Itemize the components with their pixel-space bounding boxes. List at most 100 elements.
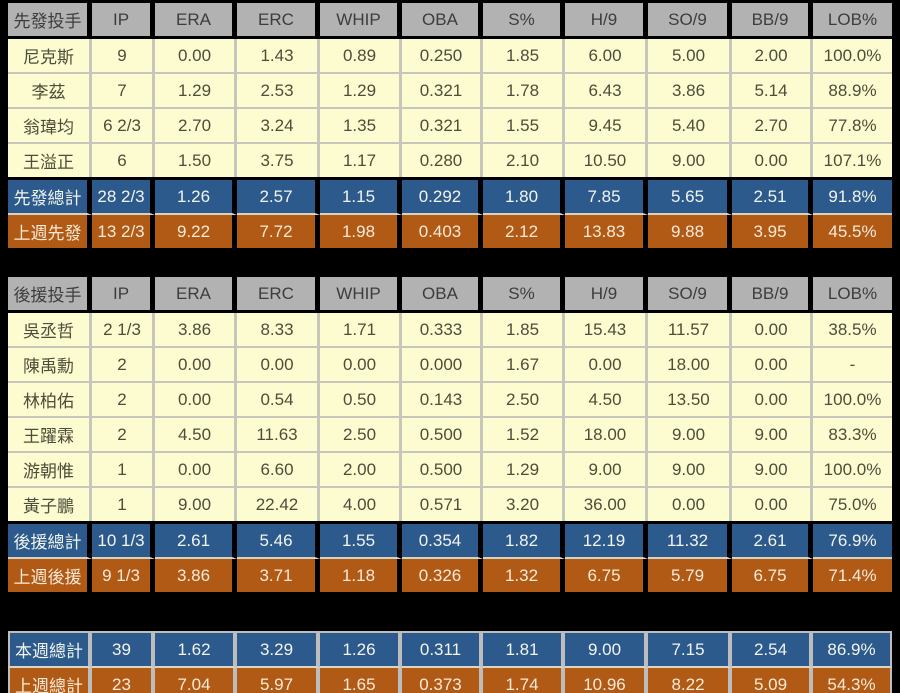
stat-value-cell: 11.63 bbox=[237, 416, 320, 451]
stat-value-cell: 1.85 bbox=[483, 313, 565, 346]
stat-value-cell: 75.0% bbox=[813, 486, 892, 521]
stat-value-cell: 1 bbox=[92, 451, 155, 486]
stat-value-cell: 1.32 bbox=[483, 559, 565, 592]
stat-value-cell: 9.00 bbox=[565, 631, 648, 668]
stat-value-cell: 5.79 bbox=[648, 559, 732, 592]
stat-value-cell: 2.00 bbox=[732, 39, 813, 72]
stat-value-cell: 5.14 bbox=[732, 72, 813, 107]
stat-value-cell: 1.80 bbox=[483, 177, 565, 215]
pitcher-row: 王溢正 6 1.50 3.75 1.17 0.280 2.10 10.50 9.00 0.00 10… bbox=[8, 142, 892, 177]
stat-value-cell: 1.18 bbox=[320, 559, 402, 592]
stat-value-cell: 2.10 bbox=[483, 142, 565, 177]
stat-value-cell: 1.35 bbox=[320, 107, 402, 142]
stat-value-cell: 10.96 bbox=[565, 668, 648, 693]
stat-value-cell: 6.43 bbox=[565, 72, 648, 107]
pitcher-row: 王躍霖 2 4.50 11.63 2.50 0.500 1.52 18.00 9.00 9.00 8… bbox=[8, 416, 892, 451]
starting-pitchers-table: 先發投手 IP ERA ERC WHIP OBA S% H/9 SO/9 BB/9 LOB% 尼克斯 9… bbox=[8, 3, 892, 248]
stat-value-cell: 9.00 bbox=[648, 416, 732, 451]
stat-value-cell: 6.75 bbox=[565, 559, 648, 592]
stat-value-cell: 9.00 bbox=[732, 451, 813, 486]
stat-value-cell: 76.9% bbox=[813, 521, 892, 559]
stat-value-cell: 0.250 bbox=[402, 39, 483, 72]
stat-value-cell: 15.43 bbox=[565, 313, 648, 346]
stat-value-cell: 2.70 bbox=[155, 107, 237, 142]
stat-value-cell: 7.72 bbox=[237, 215, 320, 248]
row-label-cell: 黃子鵬 bbox=[8, 486, 92, 521]
stat-value-cell: 1.29 bbox=[483, 451, 565, 486]
stat-value-cell: 11.32 bbox=[648, 521, 732, 559]
row-label-cell: 上週後援 bbox=[8, 559, 92, 592]
stat-value-cell: 54.3% bbox=[813, 668, 892, 693]
weekly-totals-table: 本週總計 39 1.62 3.29 1.26 0.311 1.81 9.00 7.15 2.54 8… bbox=[8, 631, 892, 693]
stat-value-cell: 7.15 bbox=[648, 631, 732, 668]
stat-value-cell: 0.00 bbox=[155, 451, 237, 486]
stat-value-cell: 0.00 bbox=[155, 346, 237, 381]
stat-value-cell: 1 bbox=[92, 486, 155, 521]
stat-value-cell: 9 bbox=[92, 39, 155, 72]
stat-value-cell: 0.00 bbox=[155, 39, 237, 72]
column-header-cell: SO/9 bbox=[648, 3, 732, 39]
stat-value-cell: 0.50 bbox=[320, 381, 402, 416]
stat-value-cell: 3.20 bbox=[483, 486, 565, 521]
stat-value-cell: 38.5% bbox=[813, 313, 892, 346]
stat-value-cell: 2.50 bbox=[320, 416, 402, 451]
stat-value-cell: 0.00 bbox=[565, 346, 648, 381]
stat-value-cell: 0.00 bbox=[732, 142, 813, 177]
stat-value-cell: 2.00 bbox=[320, 451, 402, 486]
stat-value-cell: 3.71 bbox=[237, 559, 320, 592]
stat-value-cell: 8.33 bbox=[237, 313, 320, 346]
stat-value-cell: 6.75 bbox=[732, 559, 813, 592]
header-row: 先發投手 IP ERA ERC WHIP OBA S% H/9 SO/9 BB/9 LOB% bbox=[8, 3, 892, 39]
stat-value-cell: 0.292 bbox=[402, 177, 483, 215]
stat-value-cell: 1.85 bbox=[483, 39, 565, 72]
column-header-cell: IP bbox=[92, 3, 155, 39]
stat-value-cell: 9.00 bbox=[155, 486, 237, 521]
column-header-cell: ERC bbox=[237, 3, 320, 39]
stat-value-cell: 9.22 bbox=[155, 215, 237, 248]
stat-value-cell: 2.54 bbox=[732, 631, 813, 668]
column-header-cell: LOB% bbox=[813, 3, 892, 39]
total-row: 後援總計 10 1/3 2.61 5.46 1.55 0.354 1.82 12.19 11.3… bbox=[8, 521, 892, 559]
stat-value-cell: 0.89 bbox=[320, 39, 402, 72]
pitcher-row: 林柏佑 2 0.00 0.54 0.50 0.143 2.50 4.50 13.50 0.00 10… bbox=[8, 381, 892, 416]
stat-value-cell: 5.40 bbox=[648, 107, 732, 142]
stat-value-cell: 1.15 bbox=[320, 177, 402, 215]
stat-value-cell: 23 bbox=[92, 668, 155, 693]
pitcher-row: 翁瑋均 6 2/3 2.70 3.24 1.35 0.321 1.55 9.45 5.40 2.7… bbox=[8, 107, 892, 142]
stat-value-cell: 0.280 bbox=[402, 142, 483, 177]
stat-value-cell: 3.95 bbox=[732, 215, 813, 248]
column-header-cell: BB/9 bbox=[732, 277, 813, 313]
stat-value-cell: 1.82 bbox=[483, 521, 565, 559]
stat-value-cell: 0.500 bbox=[402, 451, 483, 486]
stat-value-cell: 9.45 bbox=[565, 107, 648, 142]
stat-value-cell: 1.67 bbox=[483, 346, 565, 381]
stat-value-cell: 1.29 bbox=[155, 72, 237, 107]
stat-value-cell: 2.61 bbox=[155, 521, 237, 559]
stat-value-cell: 1.74 bbox=[483, 668, 565, 693]
stat-value-cell: 2.12 bbox=[483, 215, 565, 248]
stat-value-cell: 0.403 bbox=[402, 215, 483, 248]
stat-value-cell: 12.19 bbox=[565, 521, 648, 559]
stat-value-cell: 11.57 bbox=[648, 313, 732, 346]
column-header-cell: WHIP bbox=[320, 277, 402, 313]
row-label-cell: 本週總計 bbox=[8, 631, 92, 668]
stat-value-cell: - bbox=[813, 346, 892, 381]
stat-value-cell: 3.86 bbox=[155, 313, 237, 346]
pitcher-row: 尼克斯 9 0.00 1.43 0.89 0.250 1.85 6.00 5.00 2.00 100… bbox=[8, 39, 892, 72]
stat-value-cell: 13.83 bbox=[565, 215, 648, 248]
stat-value-cell: 3.75 bbox=[237, 142, 320, 177]
stat-value-cell: 0.373 bbox=[402, 668, 483, 693]
stat-value-cell: 0.143 bbox=[402, 381, 483, 416]
column-header-cell: OBA bbox=[402, 277, 483, 313]
row-label-cell: 後援總計 bbox=[8, 521, 92, 559]
stat-value-cell: 0.321 bbox=[402, 72, 483, 107]
stat-value-cell: 2 bbox=[92, 381, 155, 416]
stat-value-cell: 7.04 bbox=[155, 668, 237, 693]
last-week-row: 上週總計 23 7.04 5.97 1.65 0.373 1.74 10.96 8.22 5.09… bbox=[8, 668, 892, 693]
stat-value-cell: 22.42 bbox=[237, 486, 320, 521]
table-title-cell: 先發投手 bbox=[8, 3, 92, 39]
stat-value-cell: 13 2/3 bbox=[92, 215, 155, 248]
stat-value-cell: 2.61 bbox=[732, 521, 813, 559]
stat-value-cell: 1.52 bbox=[483, 416, 565, 451]
